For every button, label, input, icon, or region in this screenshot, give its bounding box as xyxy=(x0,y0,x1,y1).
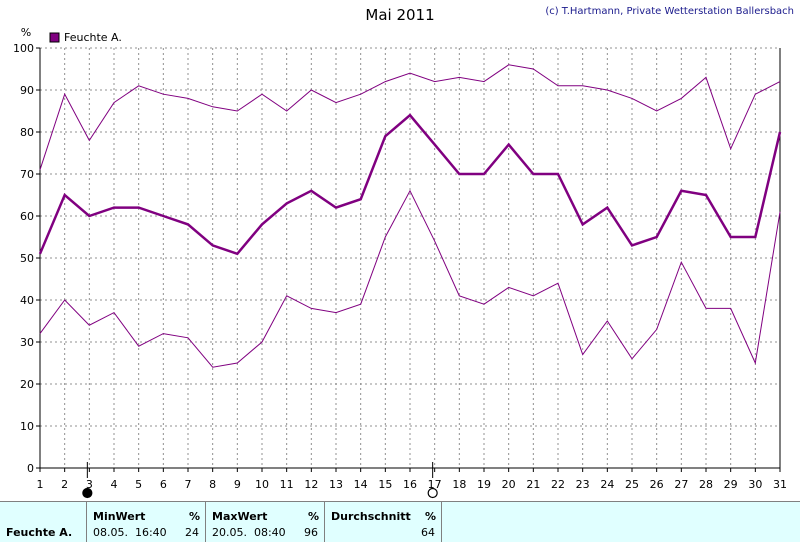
copyright-text: (c) T.Hartmann, Private Wetterstation Ba… xyxy=(545,6,794,17)
x-tick-label: 12 xyxy=(304,478,318,491)
max-date-time: 20.05. 08:40 xyxy=(212,526,286,539)
min-header: MinWert xyxy=(93,510,146,523)
max-header: MaxWert xyxy=(212,510,268,523)
x-tick-label: 2 xyxy=(61,478,68,491)
x-tick-label: 18 xyxy=(452,478,466,491)
min-value: 24 xyxy=(185,526,199,539)
x-tick-label: 4 xyxy=(111,478,118,491)
x-tick-label: 3 xyxy=(86,478,93,491)
x-tick-label: 27 xyxy=(674,478,688,491)
x-tick-label: 11 xyxy=(280,478,294,491)
legend-label: Feuchte A. xyxy=(64,31,122,44)
new-moon-icon xyxy=(82,487,93,499)
x-tick-label: 23 xyxy=(576,478,590,491)
min-date-time: 08.05. 16:40 xyxy=(93,526,167,539)
x-tick-label: 29 xyxy=(724,478,738,491)
x-tick-label: 1 xyxy=(37,478,44,491)
y-tick-label: 20 xyxy=(20,378,34,391)
min-unit: % xyxy=(189,510,201,523)
avg-cell: Durchschnitt % 64 xyxy=(325,502,442,542)
x-tick-label: 6 xyxy=(160,478,167,491)
y-tick-label: 30 xyxy=(20,336,34,349)
x-tick-label: 5 xyxy=(135,478,142,491)
x-tick-label: 10 xyxy=(255,478,269,491)
x-tick-label: 17 xyxy=(428,478,442,491)
legend-swatch xyxy=(49,32,60,43)
x-tick-label: 9 xyxy=(234,478,241,491)
x-tick-label: 13 xyxy=(329,478,343,491)
max-unit: % xyxy=(308,510,320,523)
min-cell: MinWert % 08.05. 16:40 24 xyxy=(87,502,206,542)
y-tick-label: 80 xyxy=(20,126,34,139)
full-moon-icon xyxy=(427,487,438,499)
stats-table: Feuchte A. MinWert % 08.05. 16:40 24 Max… xyxy=(0,501,800,542)
x-tick-label: 20 xyxy=(502,478,516,491)
x-tick-label: 7 xyxy=(185,478,192,491)
y-tick-label: 40 xyxy=(20,294,34,307)
x-tick-label: 28 xyxy=(699,478,713,491)
x-tick-label: 25 xyxy=(625,478,639,491)
avg-value: 64 xyxy=(421,526,435,539)
max-cell: MaxWert % 20.05. 08:40 96 xyxy=(206,502,325,542)
y-tick-label: 90 xyxy=(20,84,34,97)
x-tick-label: 16 xyxy=(403,478,417,491)
stats-label-cell: Feuchte A. xyxy=(0,502,87,542)
y-tick-label: 60 xyxy=(20,210,34,223)
y-tick-label: 0 xyxy=(27,462,34,475)
x-tick-label: 31 xyxy=(773,478,787,491)
x-tick-label: 15 xyxy=(378,478,392,491)
x-tick-label: 19 xyxy=(477,478,491,491)
y-axis-label: % xyxy=(21,26,31,39)
series-line-max xyxy=(39,64,781,170)
x-tick-label: 14 xyxy=(354,478,368,491)
x-tick-label: 24 xyxy=(600,478,614,491)
y-tick-label: 100 xyxy=(13,42,34,55)
avg-unit: % xyxy=(425,510,437,523)
x-tick-label: 21 xyxy=(526,478,540,491)
y-tick-label: 10 xyxy=(20,420,34,433)
x-tick-label: 8 xyxy=(209,478,216,491)
stats-row-label: Feuchte A. xyxy=(6,526,73,539)
avg-header: Durchschnitt xyxy=(331,510,411,523)
series-line-mean xyxy=(38,113,782,256)
y-tick-label: 50 xyxy=(20,252,34,265)
x-tick-label: 30 xyxy=(748,478,762,491)
y-tick-label: 70 xyxy=(20,168,34,181)
max-value: 96 xyxy=(304,526,318,539)
x-tick-label: 22 xyxy=(551,478,565,491)
x-tick-label: 26 xyxy=(650,478,664,491)
chart-title: Mai 2011 xyxy=(365,6,435,24)
series-line-min xyxy=(39,189,781,368)
